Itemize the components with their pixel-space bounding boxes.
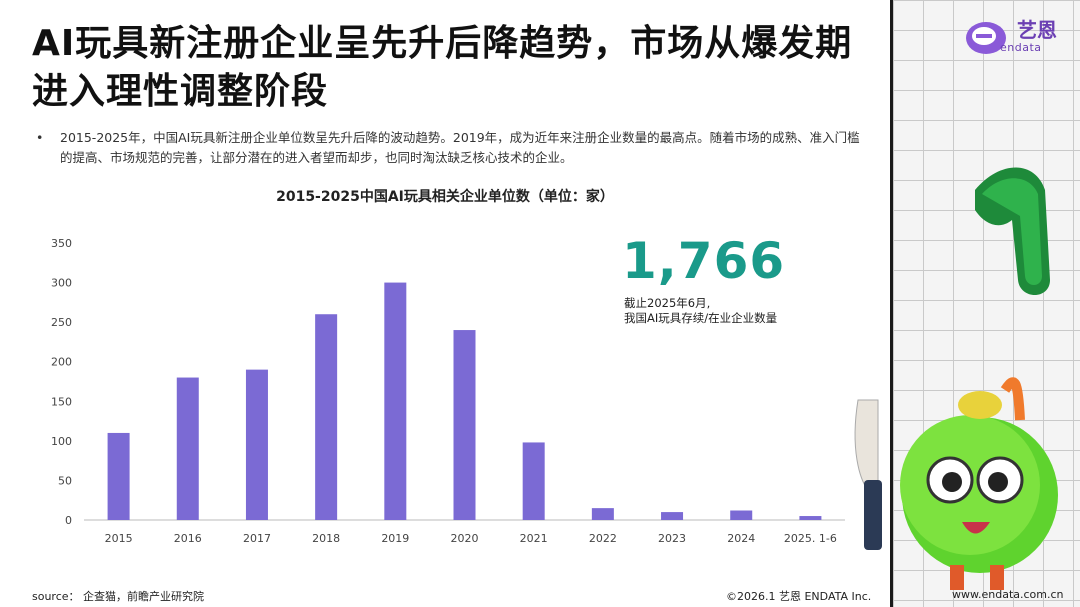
page-title: AI玩具新注册企业呈先升后降趋势，市场从爆发期进入理性调整阶段 [32, 23, 853, 112]
x-tick-label: 2016 [174, 532, 202, 545]
bar-2015 [107, 432, 130, 520]
bar-2025. 1-6 [799, 516, 822, 520]
website-text: www.endata.com.cn [952, 588, 1064, 601]
y-tick-label: 0 [65, 514, 72, 527]
logo-text: 艺恩 [1017, 18, 1057, 42]
logo-subtext: endata [1000, 41, 1042, 54]
bullet-text: 2015-2025年，中国AI玩具新注册企业单位数呈先升后降的波动趋势。2019… [60, 130, 860, 165]
slide: AI玩具新注册企业呈先升后降趋势，市场从爆发期进入理性调整阶段 • 2015-2… [32, 23, 872, 603]
knife-icon [854, 399, 882, 550]
y-tick-label: 200 [51, 356, 72, 369]
source-text: source： 企查猫，前瞻产业研究院 [32, 590, 205, 603]
x-tick-label: 2018 [312, 532, 340, 545]
x-tick-label: 2019 [381, 532, 409, 545]
bullet-marker: • [36, 130, 44, 145]
y-tick-label: 350 [51, 237, 72, 250]
chart-title: 2015-2025中国AI玩具相关企业单位数（单位：家） [276, 189, 614, 205]
bar-2024 [730, 510, 753, 520]
stat-note: 截止2025年6月, 我国AI玩具存续/在业企业数量 [624, 296, 824, 326]
x-tick-label: 2015 [105, 532, 133, 545]
x-tick-label: 2023 [658, 532, 686, 545]
stat-note-line1: 截止2025年6月, [624, 296, 711, 310]
x-tick-label: 2024 [727, 532, 755, 545]
x-tick-label: 2020 [451, 532, 479, 545]
mascot-illustration [854, 167, 1058, 590]
bar-2019 [384, 282, 407, 520]
bar-2023 [661, 512, 684, 520]
y-tick-label: 50 [58, 474, 72, 487]
bar-2016 [176, 377, 199, 520]
bar-2022 [591, 508, 614, 520]
stat-note-line2: 我国AI玩具存续/在业企业数量 [624, 311, 778, 325]
bullet-paragraph: • 2015-2025年，中国AI玩具新注册企业单位数呈先升后降的波动趋势。20… [36, 128, 866, 168]
y-tick-label: 250 [51, 316, 72, 329]
x-tick-label: 2025. 1-6 [784, 532, 837, 545]
x-tick-label: 2022 [589, 532, 617, 545]
x-tick-label: 2021 [520, 532, 548, 545]
bar-chart: 0 50 100 150 200 250 300 350 2015 2016 2017 2018 201… [51, 237, 845, 545]
y-tick-label: 300 [51, 277, 72, 290]
y-tick-label: 150 [51, 395, 72, 408]
number-one-icon [975, 167, 1050, 295]
x-tick-label: 2017 [243, 532, 271, 545]
endata-logo-icon [966, 22, 1006, 54]
bar-2018 [315, 314, 338, 520]
y-tick-label: 100 [51, 435, 72, 448]
bar-2021 [522, 442, 545, 520]
apple-character-icon [900, 377, 1058, 590]
copyright-text: ©2026.1 艺恩 ENDATA Inc. [726, 590, 872, 603]
bar-2020 [453, 330, 476, 520]
bar-2017 [245, 369, 268, 520]
stat-value: 1,766 [622, 232, 786, 290]
